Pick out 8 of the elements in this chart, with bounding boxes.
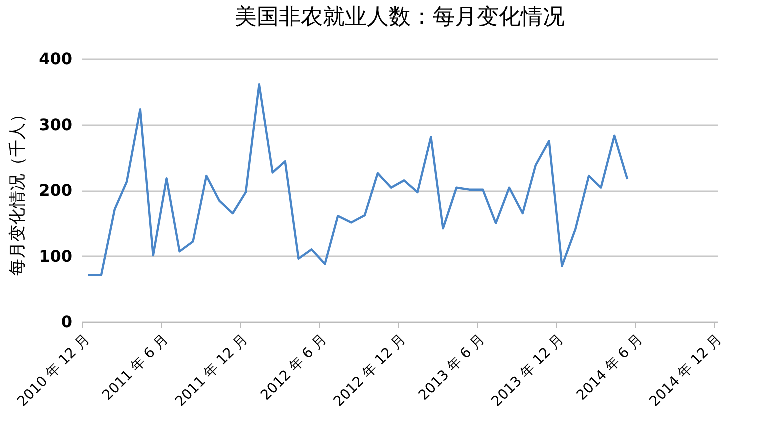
y-tick-label: 200 [39,181,72,200]
y-tick-label: 0 [61,312,72,332]
y-tick-label: 300 [39,115,72,134]
y-axis-title: 每月变化情况（千人） [8,106,28,276]
line-series [86,84,629,276]
y-tick-label: 100 [39,246,72,266]
y-tick-label: 400 [39,50,72,68]
chart-title: 美国非农就业人数：每月变化情况 [235,5,565,30]
